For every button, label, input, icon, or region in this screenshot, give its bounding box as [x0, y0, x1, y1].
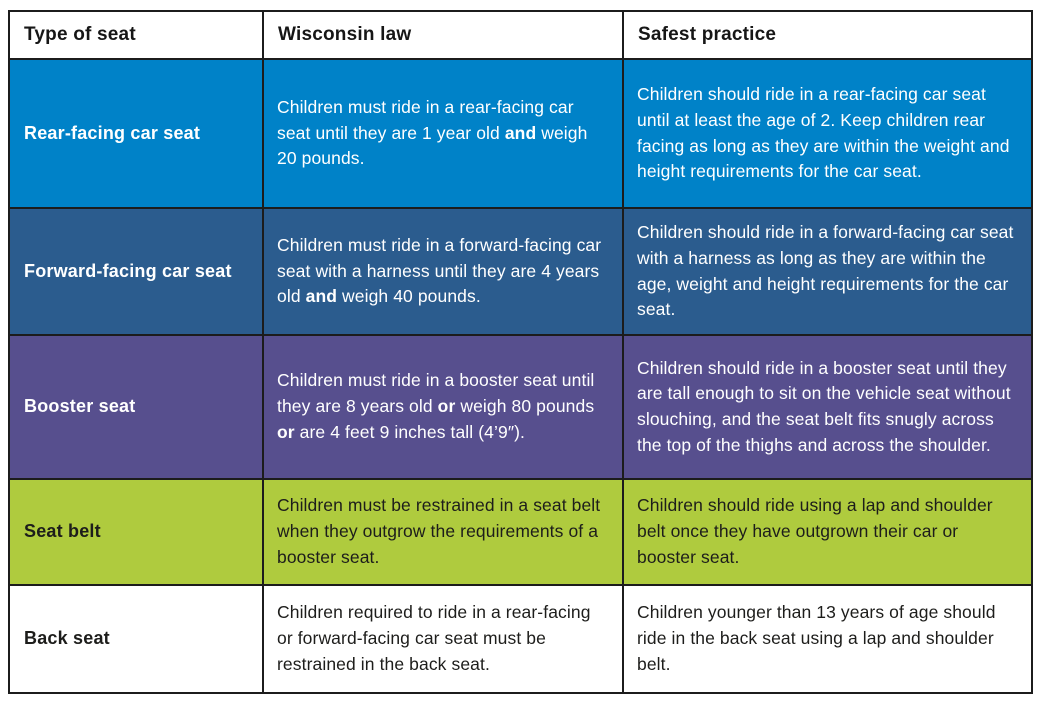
column-header-type-of-seat: Type of seat — [8, 10, 264, 60]
safest-practice-cell: Children should ride in a rear-facing ca… — [622, 58, 1033, 209]
header-row: Type of seat Wisconsin law Safest practi… — [8, 10, 1033, 60]
car-seat-safety-table: Type of seat Wisconsin law Safest practi… — [8, 10, 1033, 694]
seat-type-label: Seat belt — [8, 478, 264, 586]
table-row-booster-seat: Booster seat Children must ride in a boo… — [8, 334, 1033, 480]
wisconsin-law-cell: Children required to ride in a rear-faci… — [262, 584, 624, 694]
wisconsin-law-cell: Children must ride in a forward-facing c… — [262, 207, 624, 336]
safest-practice-cell: Children younger than 13 years of age sh… — [622, 584, 1033, 694]
safest-practice-cell: Children should ride in a forward-facing… — [622, 207, 1033, 336]
safest-practice-cell: Children should ride using a lap and sho… — [622, 478, 1033, 586]
table-row-forward-facing: Forward-facing car seat Children must ri… — [8, 207, 1033, 336]
wisconsin-law-cell: Children must ride in a booster seat unt… — [262, 334, 624, 480]
table-row-seat-belt: Seat belt Children must be restrained in… — [8, 478, 1033, 586]
table-row-back-seat: Back seat Children required to ride in a… — [8, 584, 1033, 694]
table-row-rear-facing: Rear-facing car seat Children must ride … — [8, 58, 1033, 209]
seat-type-label: Booster seat — [8, 334, 264, 480]
wisconsin-law-cell: Children must be restrained in a seat be… — [262, 478, 624, 586]
table-header: Type of seat Wisconsin law Safest practi… — [8, 10, 1033, 60]
column-header-safest-practice: Safest practice — [622, 10, 1033, 60]
column-header-wisconsin-law: Wisconsin law — [262, 10, 624, 60]
wisconsin-law-cell: Children must ride in a rear-facing car … — [262, 58, 624, 209]
safest-practice-cell: Children should ride in a booster seat u… — [622, 334, 1033, 480]
seat-type-label: Rear-facing car seat — [8, 58, 264, 209]
seat-type-label: Back seat — [8, 584, 264, 694]
seat-type-label: Forward-facing car seat — [8, 207, 264, 336]
